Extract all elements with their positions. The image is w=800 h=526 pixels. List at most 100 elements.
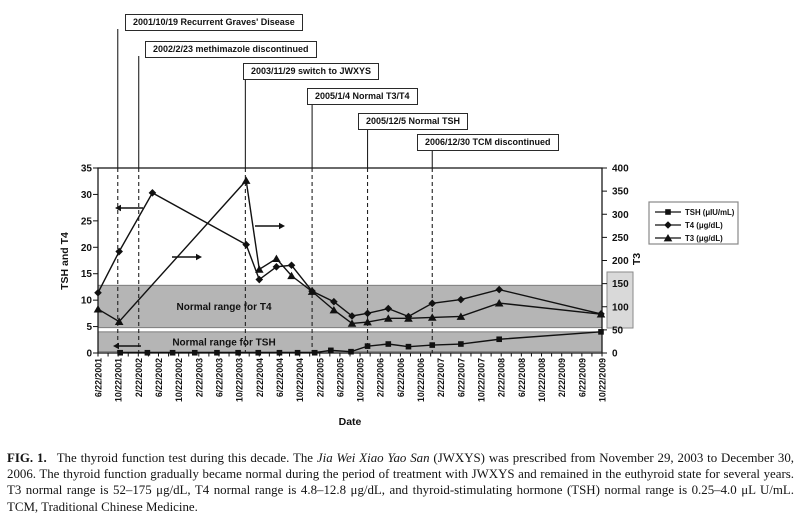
t3-line (97, 178, 602, 325)
t3-marker (404, 314, 413, 322)
t3-marker (456, 312, 466, 320)
t3-marker (287, 271, 296, 280)
event-box: 2005/12/5 Normal TSH (358, 113, 469, 130)
t4-marker (115, 247, 123, 256)
x-axis-tick-label: 6/22/2008 (517, 358, 527, 397)
x-axis-tick-label: 6/22/2005 (335, 358, 345, 397)
tsh-marker (429, 342, 436, 348)
right-axis-title: T3 (631, 253, 643, 265)
x-axis-tick-label: 6/22/2007 (456, 358, 466, 397)
t4-marker (272, 263, 281, 271)
t4-marker (94, 288, 102, 297)
t3-marker (93, 305, 103, 313)
right-axis-tick-label: 0 (612, 349, 618, 360)
x-axis-tick-label: 2/22/2007 (436, 358, 446, 397)
right-axis-tick-label: 50 (612, 325, 624, 336)
t4-marker (363, 309, 372, 318)
right-axis-tick-label: 200 (612, 256, 629, 267)
x-axis-tick-label: 10/22/2005 (356, 358, 366, 402)
tsh-marker (496, 336, 502, 343)
left-axis-tick-label: 35 (81, 164, 93, 175)
x-axis-tick-label: 10/22/2002 (174, 358, 184, 402)
tsh-marker (235, 349, 241, 356)
t4-marker (255, 275, 264, 284)
figure-1-thyroid-chart: Normal range for T4 Normal range for TSH 0… (59, 14, 739, 428)
tsh-marker (191, 349, 198, 356)
tsh-marker (348, 348, 354, 355)
legend-diamond-marker (664, 221, 672, 229)
t3-marker (363, 318, 372, 326)
figure-label: FIG. 1. (7, 451, 47, 465)
caption-italic-herb-name: Jia Wei Xiao Yao San (316, 451, 430, 465)
t3-marker (427, 313, 437, 321)
right-side-box (606, 271, 634, 329)
left-axis-tick-label: 15 (81, 269, 93, 280)
x-axis-title: Date (339, 416, 362, 428)
event-box: 2006/12/30 TCM discontinued (417, 134, 559, 151)
tsh-marker (294, 349, 301, 356)
x-axis-tick-label: 6/22/2009 (577, 358, 587, 397)
axis-pointer-arrowhead (279, 222, 285, 230)
tsh-marker (328, 347, 334, 354)
x-axis-tick-label: 2/22/2002 (134, 358, 144, 397)
x-axis-tick-label: 2/22/2009 (557, 358, 567, 397)
x-axis-tick-label: 10/22/2004 (295, 358, 305, 402)
left-axis-tick-label: 0 (86, 349, 92, 360)
tsh-marker (405, 343, 412, 350)
left-axis-tick-label: 5 (86, 322, 92, 333)
left-axis-title: TSH and T4 (59, 232, 71, 290)
legend-label: T3 (μg/dL) (685, 234, 723, 243)
t4-marker (148, 189, 157, 197)
x-axis-tick-label: 2/22/2004 (255, 358, 265, 397)
x-axis-tick-label: 2/22/2008 (497, 358, 507, 397)
t3-marker (114, 317, 124, 325)
t3-marker (596, 310, 606, 318)
t4-marker (495, 285, 503, 294)
t4-marker (287, 261, 296, 270)
legend-label: T4 (μg/dL) (685, 221, 723, 230)
x-axis-tick-label: 6/22/2003 (214, 358, 224, 397)
t4-marker (384, 304, 393, 313)
tsh-marker (385, 341, 392, 347)
right-axis-tick-label: 100 (612, 302, 629, 313)
x-axis-tick-label: 10/22/2007 (477, 358, 487, 402)
legend-square-marker (665, 209, 671, 215)
t4-marker (457, 295, 465, 304)
t3-marker (241, 176, 251, 184)
tsh-marker (598, 329, 604, 335)
event-box: 2001/10/19 Recurrent Graves' Disease (125, 14, 303, 31)
legend-box (648, 201, 739, 245)
legend-triangle-marker (663, 234, 673, 242)
tsh-marker (144, 349, 151, 356)
x-axis-tick-label: 10/22/2001 (114, 358, 124, 402)
x-axis-tick-label: 2/22/2003 (194, 358, 204, 397)
x-axis-tick-label: 6/22/2006 (396, 358, 406, 397)
tsh-marker (364, 343, 371, 349)
tsh-marker (311, 349, 318, 356)
axis-pointer-arrowhead (196, 253, 202, 261)
tsh-marker (214, 349, 220, 356)
figure-caption: FIG. 1. The thyroid function test during … (7, 450, 794, 515)
caption-text-1: The thyroid function test during this de… (56, 451, 317, 465)
right-axis-tick-label: 150 (612, 279, 629, 290)
x-axis-tick-label: 10/22/2009 (598, 358, 608, 402)
left-axis-tick-label: 10 (81, 296, 93, 307)
t4-marker (348, 312, 356, 320)
legend-label: TSH (μIU/mL) (685, 208, 735, 217)
x-axis-tick-label: 6/22/2004 (275, 358, 285, 397)
left-axis-tick-label: 30 (81, 190, 93, 201)
axis-pointer-arrowhead (113, 342, 119, 350)
tsh-marker (255, 349, 262, 356)
axis-pointer-arrowhead (115, 204, 121, 212)
x-axis-tick-label: 2/22/2006 (376, 358, 386, 397)
event-box: 2003/11/29 switch to JWXYS (243, 63, 380, 80)
event-box: 2002/2/23 methimazole discontinued (145, 41, 317, 58)
right-axis-tick-label: 350 (612, 187, 629, 198)
thyroid-chart-svg: Normal range for T4 Normal range for TSH 0… (59, 29, 739, 428)
t4-marker (330, 297, 338, 306)
t3-marker (347, 319, 357, 327)
right-axis-tick-label: 300 (612, 210, 629, 221)
x-axis-tick-label: 10/22/2008 (537, 358, 547, 402)
right-axis-tick-label: 400 (612, 164, 629, 175)
event-box: 2005/1/4 Normal T3/T4 (307, 88, 418, 105)
